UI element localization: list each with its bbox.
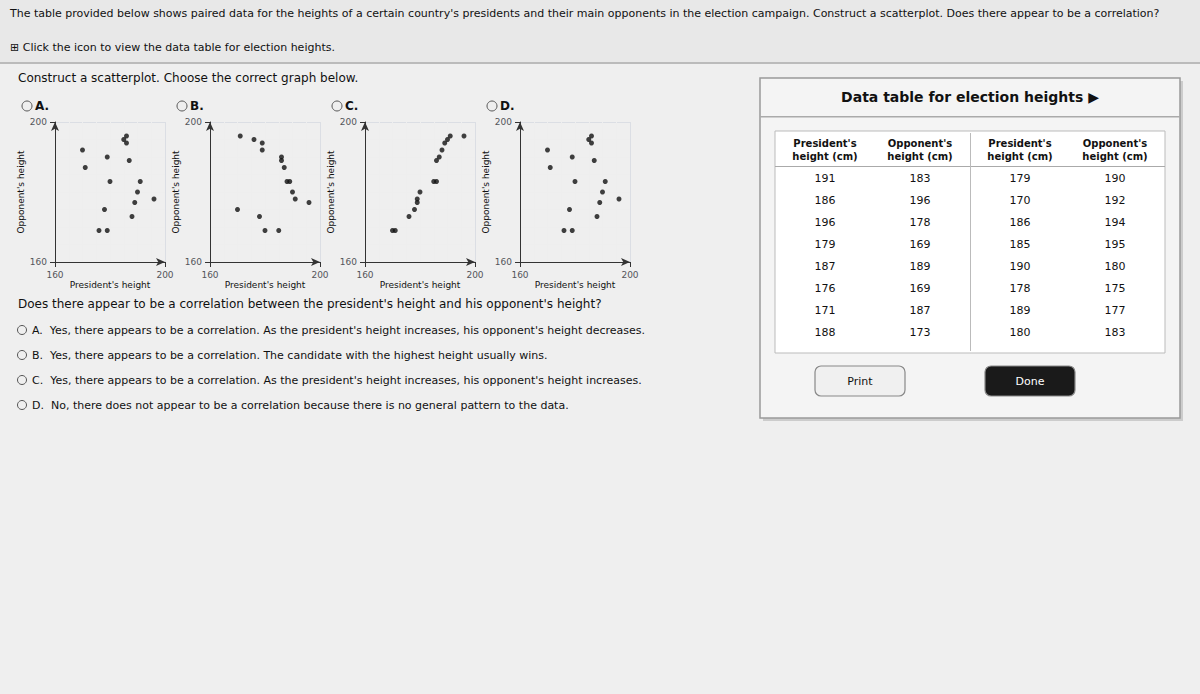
svg-text:Does there appear to be a corr: Does there appear to be a correlation be… xyxy=(18,297,602,311)
svg-text:160: 160 xyxy=(340,257,357,267)
svg-text:Data table for election height: Data table for election heights ▶ xyxy=(841,89,1099,105)
svg-text:180: 180 xyxy=(1105,260,1126,273)
svg-text:D.: D. xyxy=(500,99,515,113)
svg-text:D. No, there does not appear: D. No, there does not appear to be a cor… xyxy=(32,399,569,412)
svg-text:178: 178 xyxy=(1010,282,1031,295)
svg-text:160: 160 xyxy=(356,270,373,280)
svg-text:188: 188 xyxy=(815,326,836,339)
svg-text:200: 200 xyxy=(185,117,202,127)
svg-text:200: 200 xyxy=(621,270,638,280)
svg-text:President's: President's xyxy=(988,138,1051,149)
svg-text:⊞ Click the icon to view the d: ⊞ Click the icon to view the data table … xyxy=(10,41,335,54)
svg-text:height (cm): height (cm) xyxy=(887,151,952,162)
svg-text:185: 185 xyxy=(1010,238,1031,251)
svg-text:A. Yes, there appears to be a: A. Yes, there appears to be a correlatio… xyxy=(32,324,645,337)
svg-text:160: 160 xyxy=(495,257,512,267)
svg-text:200: 200 xyxy=(30,117,47,127)
svg-text:160: 160 xyxy=(46,270,63,280)
svg-text:186: 186 xyxy=(1010,216,1031,229)
svg-text:Opponent's: Opponent's xyxy=(888,138,953,149)
svg-text:200: 200 xyxy=(466,270,483,280)
svg-text:177: 177 xyxy=(1105,304,1126,317)
svg-text:Print: Print xyxy=(847,375,873,388)
svg-text:200: 200 xyxy=(156,270,173,280)
svg-text:195: 195 xyxy=(1105,238,1126,251)
svg-text:192: 192 xyxy=(1105,194,1126,207)
svg-text:height (cm): height (cm) xyxy=(792,151,857,162)
svg-text:194: 194 xyxy=(1105,216,1126,229)
svg-text:183: 183 xyxy=(1105,326,1126,339)
svg-text:Opponent's: Opponent's xyxy=(1083,138,1148,149)
svg-text:178: 178 xyxy=(910,216,931,229)
svg-text:191: 191 xyxy=(815,172,836,185)
svg-text:189: 189 xyxy=(1010,304,1031,317)
svg-text:Opponent's height: Opponent's height xyxy=(171,150,181,234)
svg-text:200: 200 xyxy=(495,117,512,127)
svg-text:169: 169 xyxy=(910,282,931,295)
svg-text:189: 189 xyxy=(910,260,931,273)
svg-text:Construct a scatterplot. Choos: Construct a scatterplot. Choose the corr… xyxy=(18,71,358,85)
svg-text:The table provided below shows: The table provided below shows paired da… xyxy=(9,7,1160,20)
svg-text:171: 171 xyxy=(815,304,836,317)
svg-text:160: 160 xyxy=(201,270,218,280)
svg-text:169: 169 xyxy=(910,238,931,251)
svg-text:Opponent's height: Opponent's height xyxy=(326,150,336,234)
svg-text:179: 179 xyxy=(815,238,836,251)
svg-text:190: 190 xyxy=(1010,260,1031,273)
svg-text:160: 160 xyxy=(30,257,47,267)
svg-text:B.: B. xyxy=(190,99,204,113)
svg-text:190: 190 xyxy=(1105,172,1126,185)
svg-text:Opponent's height: Opponent's height xyxy=(16,150,26,234)
svg-text:175: 175 xyxy=(1105,282,1126,295)
svg-text:200: 200 xyxy=(340,117,357,127)
svg-text:B. Yes, there appears to be a: B. Yes, there appears to be a correlatio… xyxy=(32,349,547,362)
svg-text:height (cm): height (cm) xyxy=(1082,151,1147,162)
svg-text:173: 173 xyxy=(910,326,931,339)
svg-text:179: 179 xyxy=(1010,172,1031,185)
svg-text:180: 180 xyxy=(1010,326,1031,339)
svg-text:C. Yes, there appears to be a: C. Yes, there appears to be a correlatio… xyxy=(32,374,642,387)
svg-text:President's: President's xyxy=(793,138,856,149)
svg-text:187: 187 xyxy=(815,260,836,273)
svg-text:A.: A. xyxy=(35,99,49,113)
svg-text:196: 196 xyxy=(910,194,931,207)
svg-text:Done: Done xyxy=(1016,375,1045,388)
svg-text:President's height: President's height xyxy=(70,280,151,290)
svg-text:186: 186 xyxy=(815,194,836,207)
svg-text:183: 183 xyxy=(910,172,931,185)
svg-text:President's height: President's height xyxy=(380,280,461,290)
svg-text:160: 160 xyxy=(511,270,528,280)
svg-text:C.: C. xyxy=(345,99,358,113)
svg-text:200: 200 xyxy=(311,270,328,280)
svg-text:187: 187 xyxy=(910,304,931,317)
svg-text:196: 196 xyxy=(815,216,836,229)
svg-text:President's height: President's height xyxy=(225,280,306,290)
svg-text:170: 170 xyxy=(1010,194,1031,207)
svg-text:height (cm): height (cm) xyxy=(987,151,1052,162)
svg-text:Opponent's height: Opponent's height xyxy=(481,150,491,234)
svg-text:176: 176 xyxy=(815,282,836,295)
svg-text:President's height: President's height xyxy=(535,280,616,290)
svg-text:160: 160 xyxy=(185,257,202,267)
